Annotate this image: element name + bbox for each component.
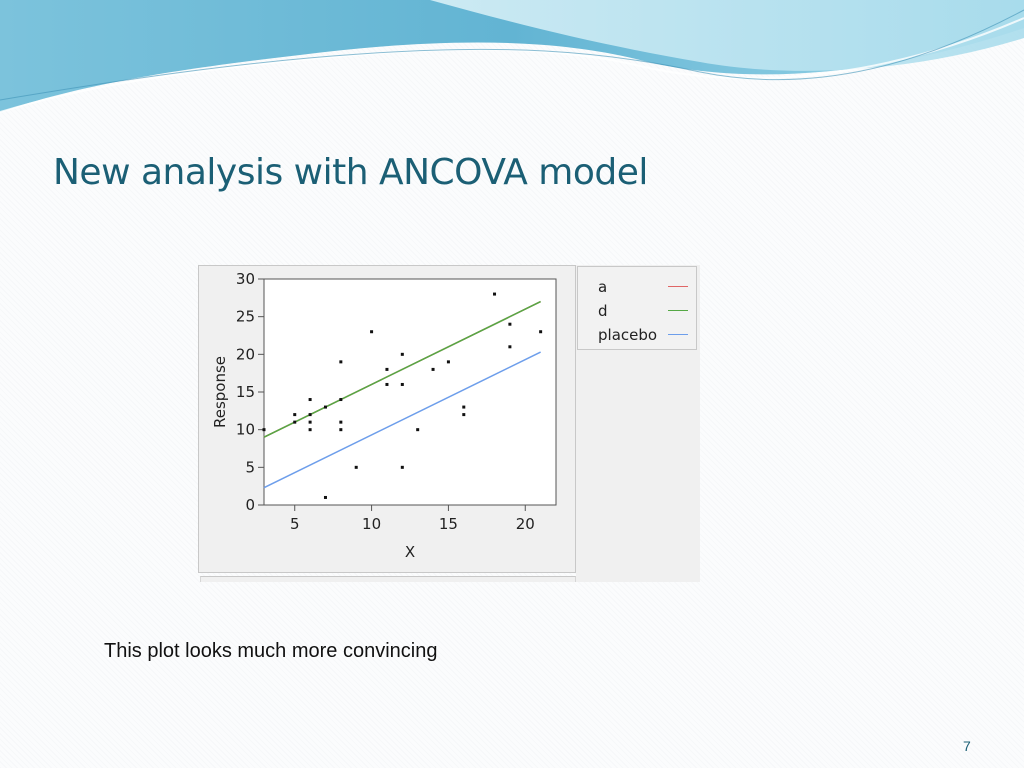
y-tick-label: 0 <box>245 496 255 514</box>
data-point <box>508 345 512 349</box>
y-tick-label: 10 <box>236 421 255 439</box>
data-point <box>308 428 312 432</box>
data-point <box>539 330 543 334</box>
plot-area <box>263 278 557 506</box>
y-tick-label: 15 <box>236 383 255 401</box>
data-point <box>385 367 389 371</box>
legend-label-a: a <box>598 278 608 296</box>
data-point <box>462 413 466 417</box>
data-point <box>308 413 312 417</box>
data-point <box>308 398 312 402</box>
legend-swatch-d <box>668 310 688 311</box>
x-tick-label: 15 <box>439 515 458 533</box>
y-tick-label: 25 <box>236 308 255 326</box>
data-point <box>339 428 343 432</box>
data-point <box>431 367 435 371</box>
y-tick-label: 30 <box>236 270 255 288</box>
data-point <box>400 382 404 386</box>
y-tick-label: 5 <box>245 458 255 476</box>
y-axis: 0 5 10 15 20 25 30 <box>236 270 264 514</box>
y-axis-label: Response <box>211 356 229 428</box>
data-point <box>323 495 327 499</box>
data-point <box>339 398 343 402</box>
x-tick-label: 20 <box>516 515 535 533</box>
data-point <box>462 405 466 409</box>
data-point <box>370 330 374 334</box>
slide-caption: This plot looks much more convincing <box>104 640 438 662</box>
page-number: 7 <box>963 738 971 754</box>
slide-title: New analysis with ANCOVA model <box>53 152 648 193</box>
data-point <box>493 292 497 296</box>
scatter-chart: 0 5 10 15 20 25 30 5 10 15 20 Response X <box>211 270 557 561</box>
data-point <box>323 405 327 409</box>
data-point <box>293 413 297 417</box>
legend-label-placebo: placebo <box>598 326 658 344</box>
data-point <box>354 465 358 469</box>
data-point <box>446 360 450 364</box>
data-point <box>385 382 389 386</box>
x-axis-label: X <box>405 543 415 561</box>
legend-swatch-a <box>668 286 688 287</box>
data-point <box>416 428 420 432</box>
x-tick-label: 5 <box>290 515 300 533</box>
y-tick-label: 20 <box>236 345 255 363</box>
chart-legend: a d placebo <box>577 266 697 350</box>
chart-panel-bottom-edge <box>200 576 576 582</box>
data-point <box>339 420 343 424</box>
data-point <box>400 465 404 469</box>
legend-item-a: a <box>598 277 693 297</box>
legend-label-d: d <box>598 302 608 320</box>
legend-item-placebo: placebo <box>598 325 693 345</box>
fit-line-placebo <box>263 351 541 489</box>
data-point <box>308 420 312 424</box>
x-axis: 5 10 15 20 <box>290 505 535 533</box>
data-point <box>339 360 343 364</box>
legend-swatch-placebo <box>668 334 688 335</box>
data-point <box>508 322 512 326</box>
legend-item-d: d <box>598 301 693 321</box>
x-tick-label: 10 <box>362 515 381 533</box>
header-banner <box>0 0 1024 113</box>
data-point <box>262 428 266 432</box>
data-point <box>293 420 297 424</box>
data-points <box>262 292 543 499</box>
data-point <box>400 352 404 356</box>
